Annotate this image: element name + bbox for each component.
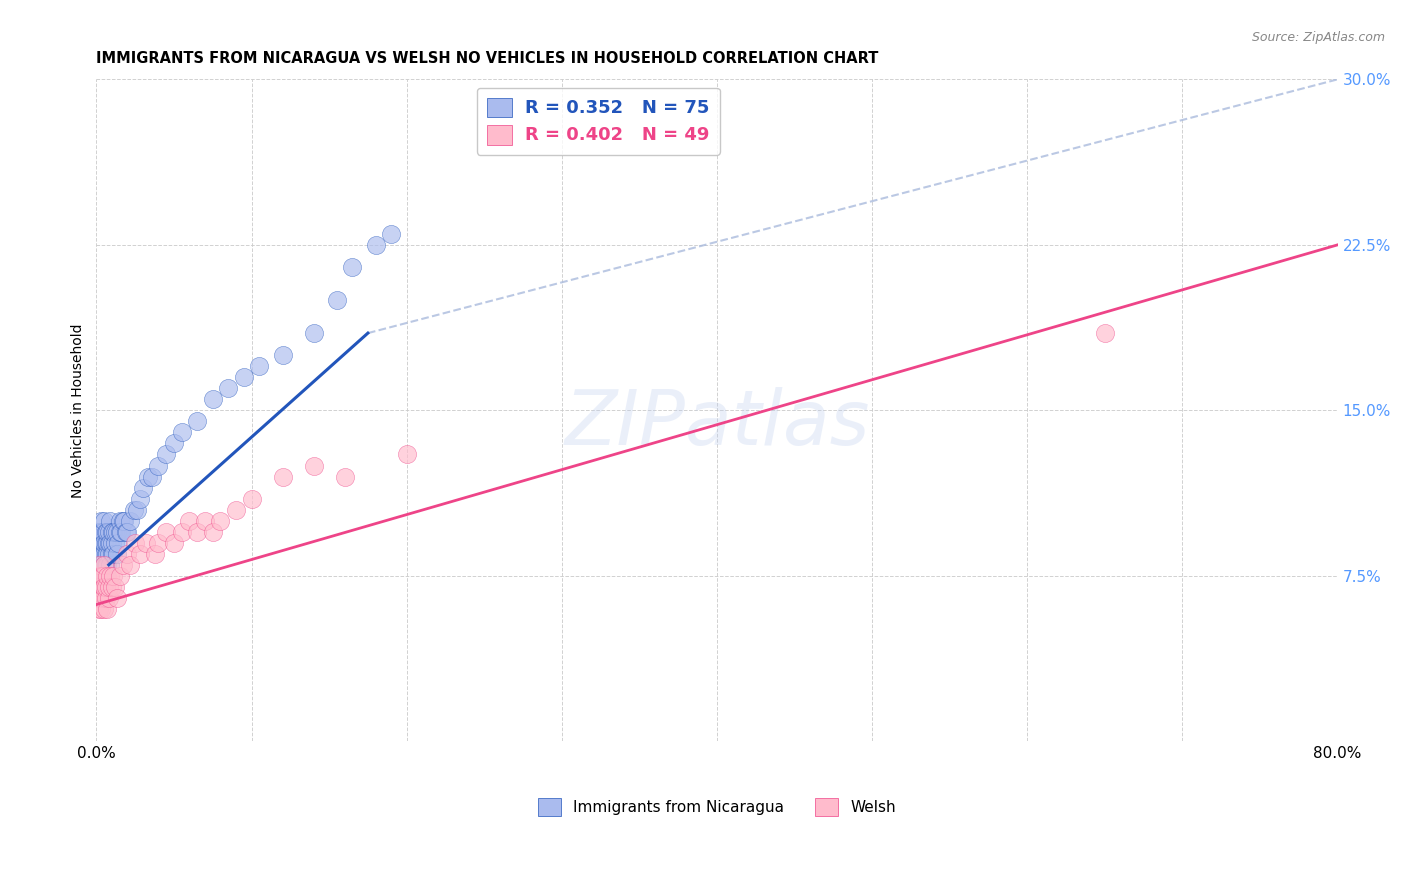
Point xyxy=(89,558,111,572)
Text: Source: ZipAtlas.com: Source: ZipAtlas.com xyxy=(1251,31,1385,45)
Point xyxy=(209,514,232,528)
Point xyxy=(91,569,114,583)
Point xyxy=(201,392,224,407)
Point xyxy=(342,260,364,274)
Point xyxy=(148,535,170,549)
Point xyxy=(108,569,131,583)
Point xyxy=(136,469,159,483)
Point xyxy=(93,602,115,616)
Point xyxy=(103,524,125,539)
Point xyxy=(91,535,114,549)
Point xyxy=(105,524,128,539)
Point xyxy=(97,547,120,561)
Point xyxy=(93,580,115,594)
Point xyxy=(93,535,115,549)
Point xyxy=(89,602,111,616)
Point xyxy=(125,502,148,516)
Point xyxy=(87,547,110,561)
Point xyxy=(101,580,124,594)
Point xyxy=(93,558,115,572)
Point xyxy=(364,237,387,252)
Point xyxy=(97,524,120,539)
Point xyxy=(104,535,127,549)
Point xyxy=(143,547,166,561)
Point xyxy=(90,569,112,583)
Point xyxy=(91,569,114,583)
Point xyxy=(101,535,124,549)
Point xyxy=(114,524,136,539)
Point xyxy=(94,547,117,561)
Point xyxy=(107,535,129,549)
Point xyxy=(302,458,325,473)
Text: ZIPatlas: ZIPatlas xyxy=(564,386,870,460)
Point xyxy=(94,580,117,594)
Point xyxy=(112,514,135,528)
Point xyxy=(87,524,110,539)
Point xyxy=(93,558,115,572)
Point xyxy=(141,469,163,483)
Point xyxy=(132,481,155,495)
Point xyxy=(186,414,208,428)
Point xyxy=(94,569,117,583)
Point xyxy=(96,535,118,549)
Point xyxy=(96,558,118,572)
Point xyxy=(97,580,120,594)
Point xyxy=(380,227,402,241)
Point xyxy=(93,514,115,528)
Point xyxy=(271,348,294,362)
Point xyxy=(98,569,121,583)
Point xyxy=(98,558,121,572)
Point xyxy=(90,558,112,572)
Point xyxy=(94,524,117,539)
Point xyxy=(97,591,120,605)
Point xyxy=(103,569,125,583)
Legend: Immigrants from Nicaragua, Welsh: Immigrants from Nicaragua, Welsh xyxy=(531,792,901,822)
Point xyxy=(225,502,247,516)
Point xyxy=(90,524,112,539)
Point xyxy=(103,547,125,561)
Y-axis label: No Vehicles in Household: No Vehicles in Household xyxy=(72,323,86,498)
Point xyxy=(108,524,131,539)
Point xyxy=(170,524,193,539)
Point xyxy=(110,524,132,539)
Point xyxy=(89,524,111,539)
Point xyxy=(333,469,356,483)
Point xyxy=(1094,326,1116,340)
Point xyxy=(101,524,124,539)
Point xyxy=(89,558,111,572)
Point xyxy=(91,547,114,561)
Point xyxy=(163,436,186,450)
Point xyxy=(128,491,150,506)
Point xyxy=(89,580,111,594)
Point xyxy=(302,326,325,340)
Point xyxy=(98,514,121,528)
Point xyxy=(124,535,146,549)
Point xyxy=(111,558,134,572)
Point xyxy=(104,524,127,539)
Point xyxy=(93,569,115,583)
Point xyxy=(326,293,349,307)
Point xyxy=(90,569,112,583)
Point xyxy=(101,547,124,561)
Point xyxy=(170,425,193,440)
Point xyxy=(104,580,127,594)
Point xyxy=(148,458,170,473)
Point xyxy=(201,524,224,539)
Point xyxy=(108,514,131,528)
Point xyxy=(163,535,186,549)
Point xyxy=(105,547,128,561)
Point xyxy=(240,491,263,506)
Point xyxy=(97,535,120,549)
Point xyxy=(87,591,110,605)
Point xyxy=(117,547,139,561)
Point xyxy=(94,535,117,549)
Point xyxy=(91,591,114,605)
Point xyxy=(94,591,117,605)
Point xyxy=(89,580,111,594)
Point xyxy=(91,524,114,539)
Point xyxy=(89,535,111,549)
Point xyxy=(247,359,270,374)
Point xyxy=(155,524,177,539)
Point xyxy=(120,514,142,528)
